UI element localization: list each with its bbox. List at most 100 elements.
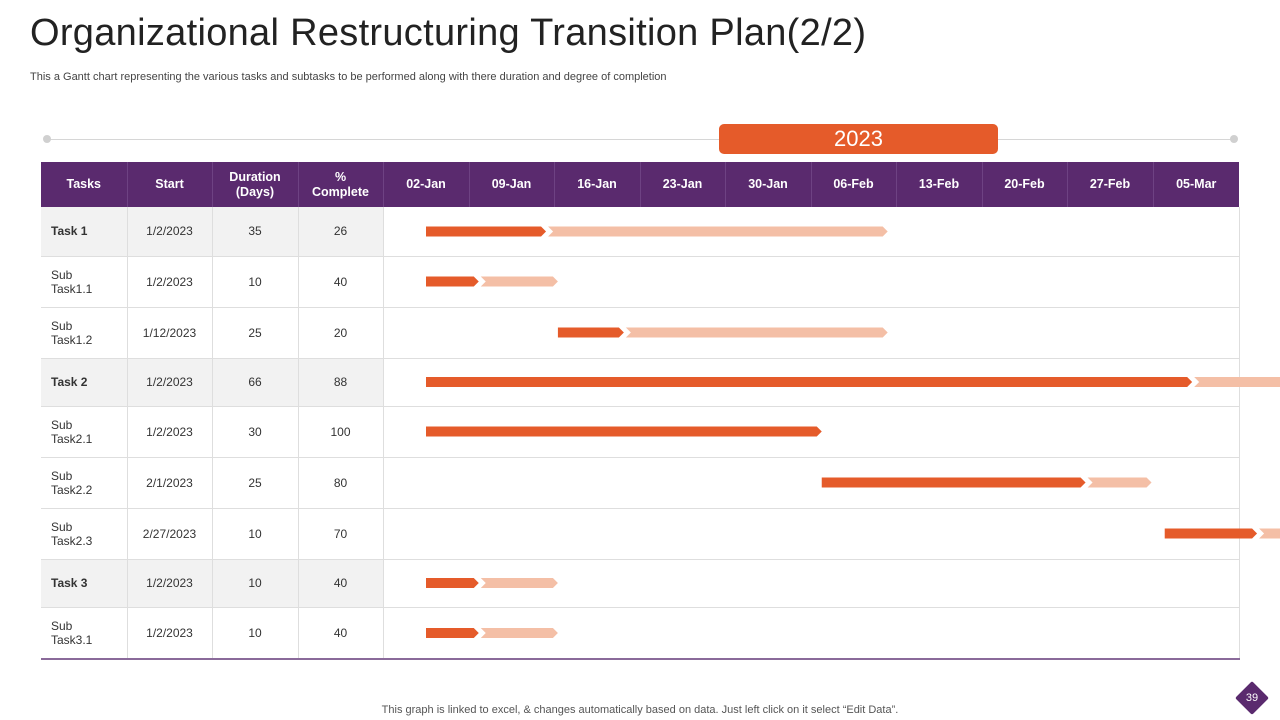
duration-cell: 66 — [212, 358, 299, 407]
start-cell-text: 1/2/2023 — [146, 375, 193, 389]
week-header: 05-Mar — [1153, 162, 1239, 207]
complete-cell: 40 — [298, 256, 384, 308]
table-row: Sub Task2.1 1/2/2023 30 100 — [41, 406, 1240, 458]
table-row: Task 3 1/2/2023 10 40 — [41, 559, 1240, 608]
start-cell: 2/1/2023 — [127, 457, 213, 509]
task-name-cell: Task 1 — [41, 207, 128, 257]
task-name-cell-text: Sub Task3.1 — [51, 618, 93, 647]
task-name-cell-text: Sub Task2.3 — [51, 519, 93, 548]
week-header: 13-Feb — [896, 162, 983, 207]
duration-cell-text: 10 — [248, 625, 262, 640]
start-cell-text: 2/27/2023 — [142, 526, 197, 541]
start-cell-text: 1/2/2023 — [146, 625, 193, 640]
start-cell: 1/2/2023 — [127, 256, 213, 308]
gantt-table: Tasks Start Duration (Days) % Complete 0… — [41, 162, 1240, 660]
page-title: Organizational Restructuring Transition … — [30, 12, 867, 54]
bar-area-cell — [383, 508, 1240, 560]
timeline-start-dot — [43, 135, 51, 143]
duration-cell: 25 — [212, 457, 299, 509]
header-start: Start — [127, 162, 213, 207]
complete-cell: 88 — [298, 358, 384, 407]
week-header: 27-Feb — [1067, 162, 1154, 207]
task-name-cell: Sub Task3.1 — [41, 607, 128, 660]
complete-cell-text: 26 — [333, 224, 348, 239]
duration-cell-text: 10 — [248, 526, 262, 541]
start-cell-text: 1/2/2023 — [146, 576, 193, 590]
task-name-cell-text: Sub Task2.1 — [51, 417, 93, 446]
table-row: Sub Task2.3 2/27/2023 10 70 — [41, 508, 1240, 560]
duration-cell-text: 10 — [248, 576, 262, 590]
task-name-cell-text: Sub Task2.2 — [51, 468, 93, 497]
complete-cell: 40 — [298, 559, 384, 608]
gantt-header-row: Tasks Start Duration (Days) % Complete 0… — [41, 162, 1239, 207]
remaining-bar — [1259, 528, 1280, 539]
table-row: Sub Task2.2 2/1/2023 25 80 — [41, 457, 1240, 509]
task-name-cell: Task 3 — [41, 559, 128, 608]
week-header: 02-Jan — [383, 162, 470, 207]
start-cell-text: 1/12/2023 — [142, 325, 197, 340]
duration-cell: 10 — [212, 559, 299, 608]
week-header: 20-Feb — [982, 162, 1068, 207]
duration-cell-text: 35 — [248, 224, 262, 239]
page-number: 39 — [1245, 692, 1259, 704]
week-header: 16-Jan — [554, 162, 641, 207]
start-cell-text: 1/2/2023 — [146, 274, 193, 289]
table-row: Task 2 1/2/2023 66 88 — [41, 358, 1240, 407]
complete-cell: 70 — [298, 508, 384, 560]
task-name-cell-text: Task 2 — [51, 375, 88, 389]
table-row: Sub Task3.1 1/2/2023 10 40 — [41, 607, 1240, 660]
duration-cell: 25 — [212, 307, 299, 359]
start-cell: 1/12/2023 — [127, 307, 213, 359]
duration-cell-text: 30 — [248, 424, 262, 439]
bar-area-cell — [383, 307, 1240, 359]
table-row: Sub Task1.2 1/12/2023 25 20 — [41, 307, 1240, 359]
header-complete-label: % Complete — [312, 169, 369, 199]
header-duration-label: Duration (Days) — [229, 169, 281, 199]
task-name-cell: Sub Task1.2 — [41, 307, 128, 359]
bar-area-cell — [383, 559, 1240, 608]
duration-cell-text: 66 — [248, 375, 262, 389]
gantt-body: Task 1 1/2/2023 35 26 Sub Task1.1 1/2/2023 10 4… — [41, 207, 1240, 660]
table-row: Sub Task1.1 1/2/2023 10 40 — [41, 256, 1240, 308]
week-header: 30-Jan — [725, 162, 812, 207]
duration-cell-text: 25 — [248, 475, 262, 490]
complete-cell-text: 40 — [333, 274, 348, 289]
duration-cell-text: 25 — [248, 325, 262, 340]
task-name-cell-text: Task 1 — [51, 224, 88, 239]
bar-area-cell — [383, 457, 1240, 509]
complete-cell: 26 — [298, 207, 384, 257]
start-cell: 1/2/2023 — [127, 207, 213, 257]
complete-cell-text: 20 — [333, 325, 348, 340]
start-cell: 1/2/2023 — [127, 559, 213, 608]
timeline-line — [47, 139, 1234, 140]
duration-cell-text: 10 — [248, 274, 262, 289]
start-cell-text: 1/2/2023 — [146, 424, 193, 439]
week-header: 09-Jan — [469, 162, 555, 207]
complete-cell-text: 88 — [333, 375, 348, 389]
task-name-cell: Sub Task2.2 — [41, 457, 128, 509]
duration-cell: 10 — [212, 256, 299, 308]
task-name-cell-text: Sub Task1.1 — [51, 267, 93, 296]
duration-cell: 10 — [212, 607, 299, 660]
bar-area-cell — [383, 358, 1240, 407]
task-name-cell: Task 2 — [41, 358, 128, 407]
header-duration: Duration (Days) — [212, 162, 299, 207]
bar-area-cell — [383, 607, 1240, 660]
page-number-badge: 39 — [1235, 681, 1269, 715]
start-cell: 1/2/2023 — [127, 607, 213, 660]
week-header: 06-Feb — [811, 162, 897, 207]
task-name-cell: Sub Task1.1 — [41, 256, 128, 308]
header-complete: % Complete — [298, 162, 384, 207]
timeline-end-dot — [1230, 135, 1238, 143]
bar-area-cell — [383, 406, 1240, 458]
start-cell-text: 2/1/2023 — [146, 475, 193, 490]
footer-note: This graph is linked to excel, & changes… — [381, 704, 899, 716]
complete-cell-text: 100 — [330, 424, 351, 439]
duration-cell: 30 — [212, 406, 299, 458]
complete-cell-text: 80 — [333, 475, 348, 490]
task-name-cell-text: Task 3 — [51, 576, 88, 590]
complete-cell-text: 40 — [333, 576, 348, 590]
start-cell-text: 1/2/2023 — [146, 224, 193, 239]
task-name-cell: Sub Task2.1 — [41, 406, 128, 458]
task-name-cell: Sub Task2.3 — [41, 508, 128, 560]
